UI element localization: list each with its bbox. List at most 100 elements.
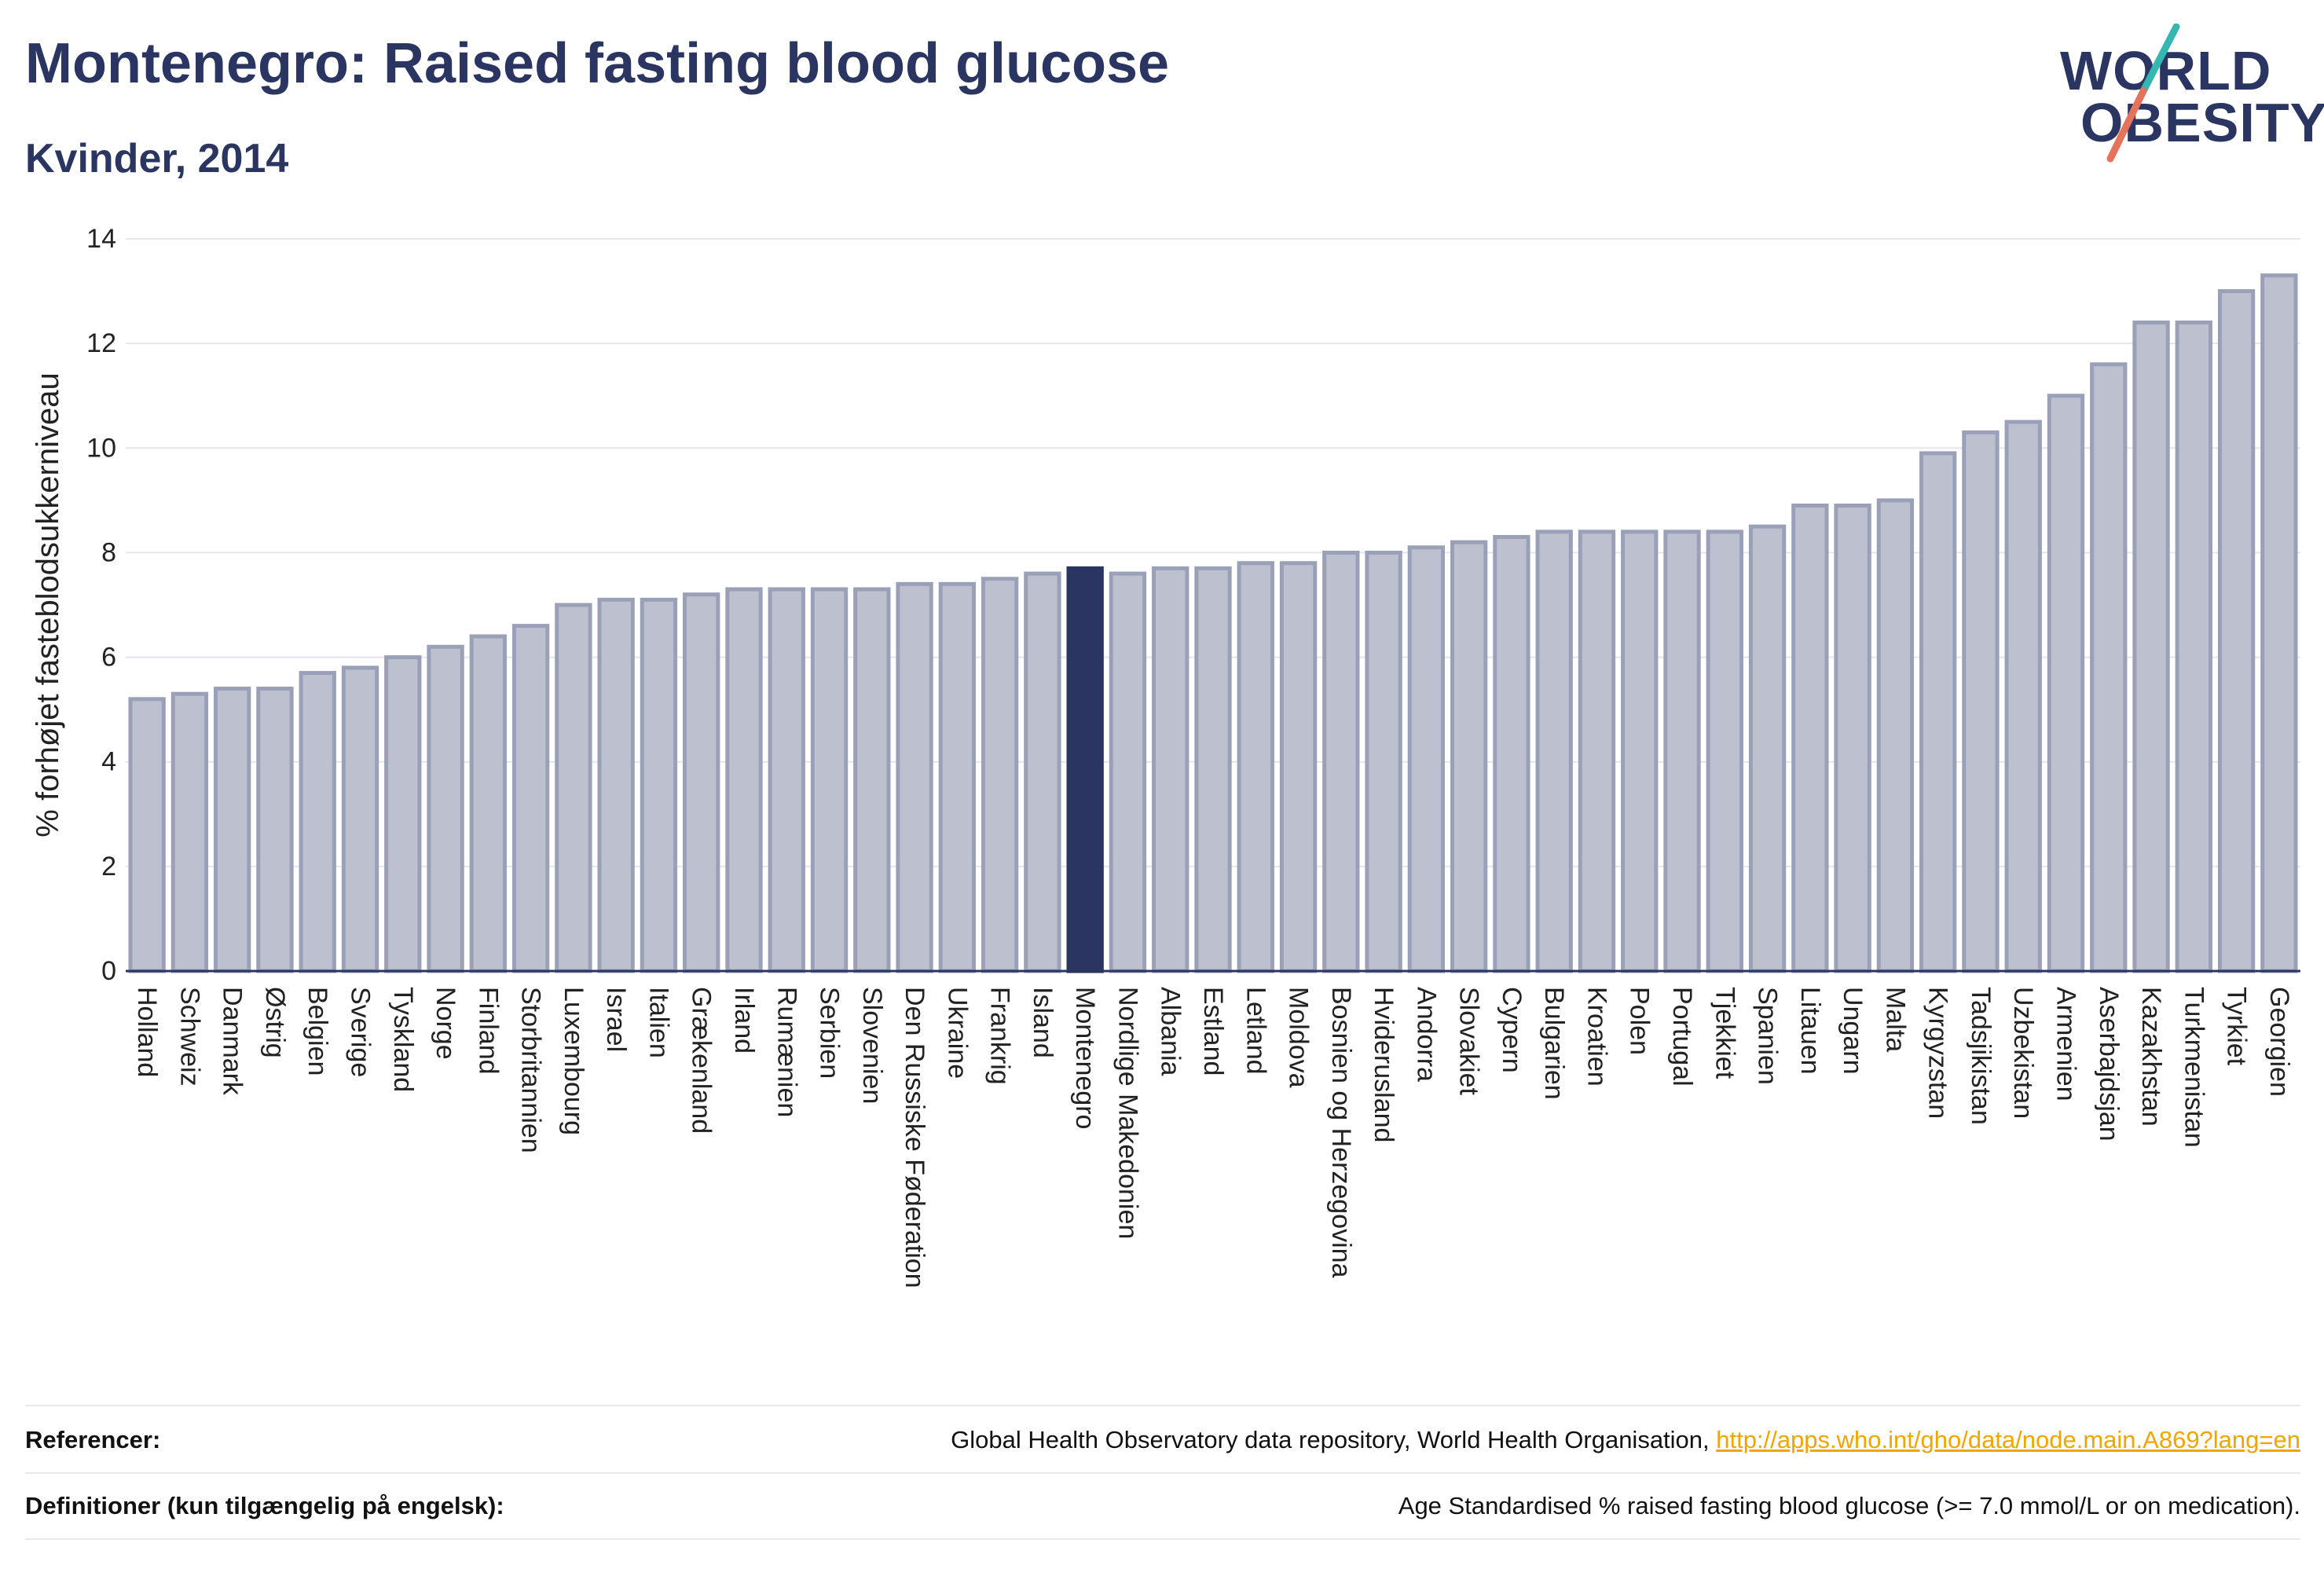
bar xyxy=(938,581,977,973)
x-tick-label: Letland xyxy=(1241,987,1270,1075)
footer-divider-middle xyxy=(25,1472,2300,1474)
x-tick-label: Luxembourg xyxy=(559,987,588,1135)
x-tick-label: Spanien xyxy=(1753,987,1783,1085)
bar xyxy=(1834,504,1871,973)
world-obesity-logo: WORLD OBESITY xyxy=(2043,24,2324,165)
y-tick-label: 10 xyxy=(86,433,116,463)
x-tick-label: Kazakhstan xyxy=(2136,987,2166,1127)
bar xyxy=(1237,561,1274,973)
x-tick-label: Storbritannien xyxy=(516,987,546,1153)
x-tick-label: Tadsjikistan xyxy=(1966,987,1996,1125)
bar xyxy=(1919,451,1957,973)
x-tick-label: Slovenien xyxy=(857,987,887,1104)
x-tick-label: Norge xyxy=(431,987,460,1060)
x-tick-label: Island xyxy=(1028,987,1058,1058)
x-tick-label: Armenien xyxy=(2051,987,2080,1101)
bar xyxy=(128,697,166,973)
bar xyxy=(2132,321,2170,973)
x-tick-label: Andorra xyxy=(1411,987,1441,1082)
y-tick-label: 6 xyxy=(101,643,116,673)
bar xyxy=(299,671,336,973)
bar xyxy=(256,687,294,973)
x-tick-label: Schweiz xyxy=(174,987,204,1087)
bar xyxy=(1962,430,2000,973)
x-tick-label: Serbien xyxy=(815,987,845,1079)
y-tick-label: 0 xyxy=(101,956,116,986)
y-axis-label: % forhøjet fasteblodsukkerniveau xyxy=(31,372,65,837)
x-tick-label: Tjekkiet xyxy=(1710,987,1739,1079)
bar xyxy=(2090,362,2128,973)
x-tick-label: Danmark xyxy=(218,987,247,1096)
x-tick-label: Litauen xyxy=(1795,987,1825,1075)
bar xyxy=(1876,498,1915,973)
footer-definitions-row: Definitioner (kun tilgængelig på engelsk… xyxy=(25,1474,2300,1538)
bar xyxy=(2004,420,2042,973)
x-tick-label: Kyrgyzstan xyxy=(1923,987,1953,1119)
x-tick-label: Kroatien xyxy=(1582,987,1611,1087)
x-tick-label: Turkmenistan xyxy=(2179,987,2209,1148)
bar xyxy=(2175,321,2212,973)
bar xyxy=(1152,566,1189,973)
bar xyxy=(896,581,933,973)
page-title: Montenegro: Raised fasting blood glucose xyxy=(25,32,1170,95)
x-tick-label: Holland xyxy=(132,987,162,1077)
footer-references-row: Referencer: Global Health Observatory da… xyxy=(25,1408,2300,1472)
y-tick-label: 4 xyxy=(101,747,116,777)
bar xyxy=(1322,550,1360,973)
x-tick-label: Aserbajdsjan xyxy=(2094,987,2124,1142)
bar xyxy=(214,687,251,973)
x-tick-label: Tyskland xyxy=(388,987,418,1092)
x-tick-label: Irland xyxy=(729,987,759,1054)
y-tick-label: 2 xyxy=(101,852,116,881)
x-tick-label: Moldova xyxy=(1284,987,1314,1088)
bar xyxy=(2047,394,2085,973)
x-tick-label: Frankrig xyxy=(985,987,1015,1085)
logo-slash-icon xyxy=(2106,24,2180,163)
bar xyxy=(2217,289,2256,973)
bar xyxy=(725,587,763,973)
x-tick-label: Cypern xyxy=(1497,987,1527,1073)
bar xyxy=(469,634,508,973)
references-label: Referencer: xyxy=(25,1426,161,1453)
bar xyxy=(1066,566,1104,973)
bar xyxy=(810,587,849,973)
bar xyxy=(1365,550,1402,973)
x-tick-label: Østrig xyxy=(260,987,290,1058)
x-tick-label: Hviderusland xyxy=(1369,987,1398,1142)
x-tick-label: Albania xyxy=(1156,987,1186,1076)
bar xyxy=(1663,530,1701,973)
x-tick-label: Portugal xyxy=(1667,987,1697,1087)
bar xyxy=(1450,540,1488,973)
bar xyxy=(555,603,592,973)
x-tick-label: Georgien xyxy=(2264,987,2294,1097)
bar xyxy=(1748,524,1787,973)
bar xyxy=(683,592,720,973)
x-tick-label: Uzbekistan xyxy=(2008,987,2038,1119)
y-tick-label: 8 xyxy=(101,537,116,567)
y-tick-label: 12 xyxy=(86,328,116,358)
x-tick-label: Ungarn xyxy=(1838,987,1868,1075)
x-tick-label: Bulgarien xyxy=(1539,987,1569,1100)
x-tick-label: Ukraine xyxy=(942,987,972,1079)
bar xyxy=(1791,504,1829,973)
x-tick-label: Sverige xyxy=(346,987,376,1077)
bar xyxy=(1024,571,1061,973)
x-tick-label: Finland xyxy=(473,987,503,1075)
footer-divider-top xyxy=(25,1405,2300,1406)
x-tick-label: Den Russiske Føderation xyxy=(900,987,929,1288)
x-tick-label: Rumænien xyxy=(772,987,801,1117)
x-tick-label: Israel xyxy=(601,987,631,1052)
x-tick-label: Nordlige Makedonien xyxy=(1113,987,1142,1239)
bar xyxy=(1535,530,1573,973)
references-text: Global Health Observatory data repositor… xyxy=(951,1426,1710,1453)
bar-chart: 0 2 4 6 8 10 12 14 Holland Schweiz Danmark Østrig Be… xyxy=(31,224,2300,1288)
bar xyxy=(597,597,635,973)
x-tick-label: Grækenland xyxy=(687,987,717,1134)
bar xyxy=(1194,566,1232,973)
references-link[interactable]: http://apps.who.int/gho/data/node.main.A… xyxy=(1716,1426,2300,1453)
bar xyxy=(1109,571,1147,973)
bar xyxy=(427,644,464,973)
definitions-label: Definitioner (kun tilgængelig på engelsk… xyxy=(25,1492,504,1519)
bar xyxy=(384,655,422,973)
x-tick-label: Estland xyxy=(1198,987,1228,1076)
